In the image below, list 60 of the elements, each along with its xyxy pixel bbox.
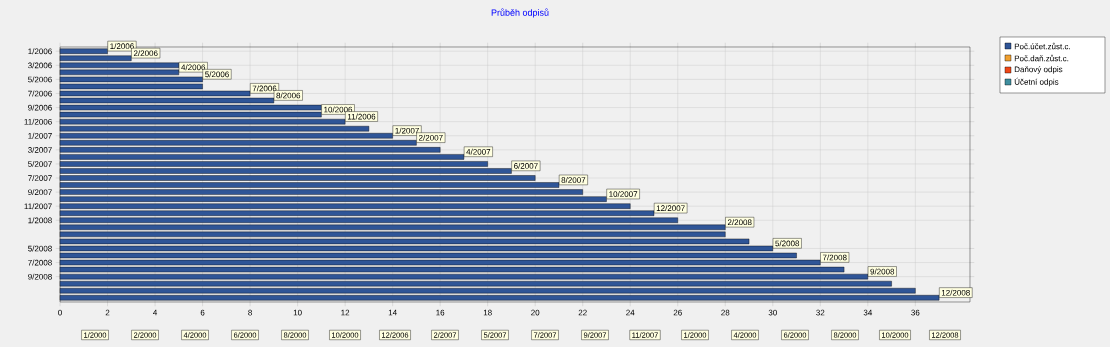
legend-label: Poč.daň.zůst.c. bbox=[1014, 54, 1069, 62]
x-tick-label: 34 bbox=[863, 309, 873, 316]
y-tick-label: 1/2006 bbox=[28, 48, 52, 55]
y-tick-label: 9/2006 bbox=[28, 104, 52, 111]
data-label: 7/2006 bbox=[252, 85, 277, 92]
x-tick-label: 6 bbox=[200, 309, 205, 316]
chart-title: Průběh odpisů bbox=[491, 8, 549, 18]
x-tick-label: 8 bbox=[248, 309, 252, 316]
y-tick-label: 3/2007 bbox=[28, 146, 52, 153]
y-tick-label: 5/2006 bbox=[28, 76, 52, 83]
y-tick-label: 1/2007 bbox=[28, 132, 52, 139]
x-tick-label: 16 bbox=[436, 309, 445, 316]
data-label: 8/2007 bbox=[561, 176, 586, 183]
data-label: 6/2007 bbox=[514, 162, 538, 169]
y-tick-label: 11/2006 bbox=[24, 118, 52, 125]
data-label: 1/2007 bbox=[395, 127, 419, 134]
data-label: 11/2006 bbox=[347, 113, 376, 120]
data-label: 2/2008 bbox=[727, 219, 752, 226]
data-label: 2/2007 bbox=[419, 134, 443, 141]
data-label: 4/2007 bbox=[466, 148, 491, 155]
y-tick-label: 11/2007 bbox=[24, 203, 52, 210]
legend-label: Poč.účet.zůst.c. bbox=[1014, 42, 1070, 50]
x-tick-label: 22 bbox=[578, 309, 587, 316]
data-label: 10/2006 bbox=[324, 106, 353, 113]
data-label: 9/2008 bbox=[870, 268, 895, 275]
legend-label: Daňový odpis bbox=[1014, 66, 1063, 74]
data-label: 4/2006 bbox=[181, 64, 206, 71]
x-tick-label: 32 bbox=[816, 309, 825, 316]
y-tick-label: 7/2007 bbox=[28, 175, 52, 181]
data-label: 12/2008 bbox=[941, 289, 970, 296]
data-label: 7/2008 bbox=[822, 254, 847, 261]
x-tick-label: 36 bbox=[911, 309, 920, 316]
x-tick-label: 0 bbox=[58, 309, 62, 316]
y-tick-label: 5/2007 bbox=[28, 160, 52, 167]
y-tick-label: 3/2006 bbox=[28, 62, 52, 69]
data-label: 5/2006 bbox=[205, 71, 229, 78]
x-tick-label: 26 bbox=[673, 309, 682, 316]
data-label: 10/2007 bbox=[609, 191, 638, 197]
data-label: 1/2006 bbox=[110, 43, 134, 50]
y-tick-label: 9/2007 bbox=[28, 189, 52, 196]
legend-label: Účetní odpis bbox=[1014, 77, 1059, 87]
y-tick-label: 7/2008 bbox=[28, 259, 52, 266]
x-tick-label: 12 bbox=[341, 309, 350, 316]
data-label: 5/2008 bbox=[775, 240, 800, 247]
x-tick-label: 2 bbox=[105, 309, 110, 316]
x-tick-label: 4 bbox=[153, 309, 158, 316]
data-label: 2/2006 bbox=[133, 50, 158, 57]
y-tick-label: 1/2008 bbox=[28, 217, 52, 224]
x-tick-label: 18 bbox=[483, 309, 492, 316]
y-tick-label: 5/2008 bbox=[28, 245, 52, 252]
x-tick-label: 20 bbox=[531, 309, 540, 316]
y-tick-label: 7/2006 bbox=[28, 90, 52, 97]
y-tick-label: 9/2008 bbox=[28, 273, 52, 280]
data-label: 8/2006 bbox=[276, 92, 301, 99]
x-tick-label: 30 bbox=[768, 309, 777, 316]
x-tick-label: 14 bbox=[388, 309, 397, 316]
x-tick-label: 24 bbox=[626, 309, 635, 316]
x-tick-label: 28 bbox=[721, 309, 730, 316]
x-tick-label: 10 bbox=[293, 309, 302, 316]
data-label: 12/2007 bbox=[656, 205, 685, 212]
